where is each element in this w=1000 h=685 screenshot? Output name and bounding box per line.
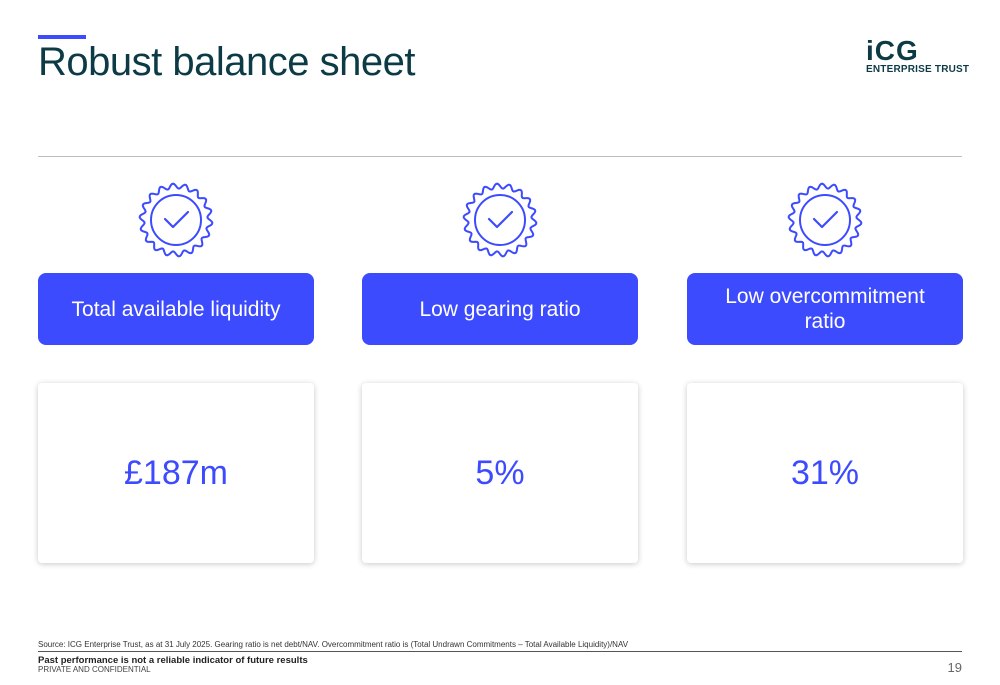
logo-text: ENTERPRISE TRUST: [866, 64, 970, 75]
metric-label: Total available liquidity: [38, 273, 314, 345]
source-note: Source: ICG Enterprise Trust, as at 31 J…: [38, 640, 629, 649]
confidential-label: PRIVATE AND CONFIDENTIAL: [38, 665, 151, 674]
metric-label: Low overcommitment ratio: [687, 273, 963, 345]
check-badge-icon: [462, 182, 538, 258]
divider: [38, 156, 962, 157]
page-number: 19: [947, 660, 962, 675]
company-logo: iCG ENTERPRISE TRUST: [866, 35, 970, 76]
metric-liquidity: Total available liquidity £187m: [38, 180, 314, 563]
metric-value: £187m: [38, 383, 314, 563]
page-title: Robust balance sheet: [38, 40, 415, 84]
footer-divider: [38, 651, 962, 652]
metric-value: 5%: [362, 383, 638, 563]
metric-label: Low gearing ratio: [362, 273, 638, 345]
check-badge-icon: [787, 182, 863, 258]
metric-gearing: Low gearing ratio 5%: [362, 180, 638, 563]
metric-overcommitment: Low overcommitment ratio 31%: [687, 180, 963, 563]
disclaimer: Past performance is not a reliable indic…: [38, 655, 308, 666]
metric-value: 31%: [687, 383, 963, 563]
logo-mark: iCG: [866, 35, 919, 66]
title-accent-bar: [38, 35, 86, 39]
check-badge-icon: [138, 182, 214, 258]
